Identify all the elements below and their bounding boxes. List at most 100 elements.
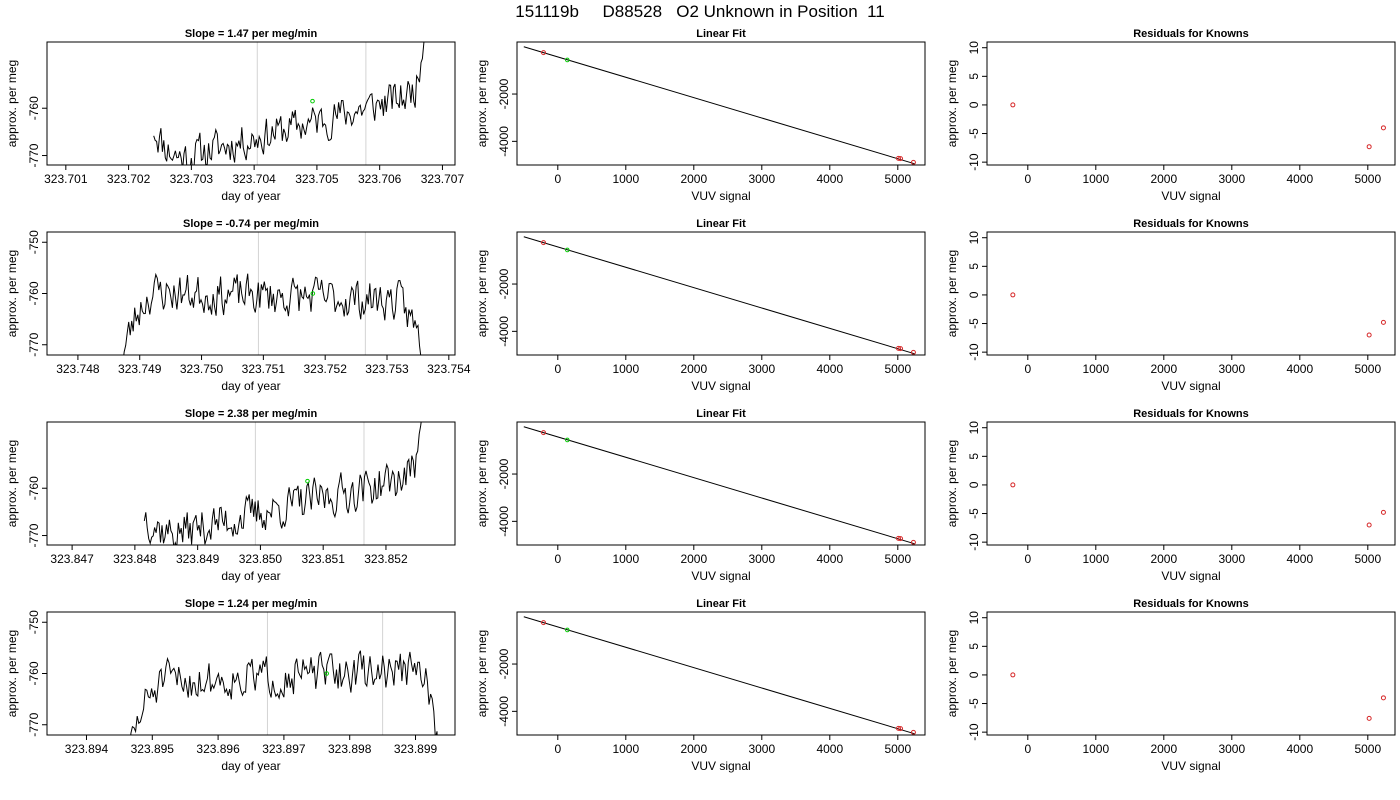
unknown-point	[565, 437, 570, 443]
known-point	[1366, 144, 1372, 150]
x-tick-label: 323.849	[176, 552, 220, 566]
panel-r2c1: Slope = -0.74 per meg/min 323.748 323.749 3…	[5, 218, 471, 393]
panel-title: Linear Fit	[696, 218, 746, 230]
x-tick-label: 0	[554, 172, 561, 186]
x-tick-label: 3000	[1218, 172, 1245, 186]
x-tick-label: 1000	[1082, 362, 1109, 376]
data-trace	[143, 422, 422, 545]
y-axis-label: approx. per meg	[475, 630, 489, 717]
plot-area	[523, 46, 916, 165]
y-tick-label: 5	[967, 73, 981, 80]
y-tick-label: -770	[27, 712, 41, 736]
x-tick-label: 4000	[816, 172, 843, 186]
panel-title: Residuals for Knowns	[1133, 218, 1249, 230]
plot-area	[143, 422, 422, 545]
panel-r1c2: Linear Fit 0 1000 2000 3000 4000 5000 -2000 -400…	[475, 28, 926, 203]
x-tick-label: 323.898	[328, 742, 372, 756]
y-tick-label: 0	[967, 101, 981, 108]
y-tick-label: 10	[967, 611, 981, 625]
y-tick-label: -2000	[497, 268, 511, 299]
y-tick-label: -5	[967, 128, 981, 139]
known-point	[1380, 695, 1386, 701]
x-tick-label: 2000	[680, 172, 707, 186]
fit-line	[523, 46, 915, 165]
x-tick-label: 5000	[1354, 362, 1381, 376]
panel-r2c2: Linear Fit 0 1000 2000 3000 4000 5000 -2000 -400…	[475, 218, 926, 393]
known-point	[895, 535, 901, 541]
known-point	[1380, 125, 1386, 131]
x-tick-label: 3000	[748, 552, 775, 566]
panel-r4c3: Residuals for Knowns 0 1000 2000 3000 4000 500…	[945, 598, 1396, 773]
x-tick-label: 323.850	[239, 552, 283, 566]
plot-frame	[516, 41, 926, 166]
x-tick-label: 0	[554, 362, 561, 376]
x-tick-label: 4000	[1286, 362, 1313, 376]
known-point	[910, 729, 916, 735]
known-point	[895, 345, 901, 351]
panel-r4c2: Linear Fit 0 1000 2000 3000 4000 5000 -2000 -400…	[475, 598, 926, 773]
x-axis-label: VUV signal	[1161, 379, 1220, 393]
x-tick-label: 5000	[884, 742, 911, 756]
y-tick-label: 10	[967, 231, 981, 245]
x-tick-label: 3000	[1218, 552, 1245, 566]
panel-title: Residuals for Knowns	[1133, 598, 1249, 610]
known-point	[895, 155, 901, 161]
y-axis-label: approx. per meg	[945, 60, 959, 147]
x-tick-label: 2000	[1150, 742, 1177, 756]
y-tick-label: -10	[967, 343, 981, 361]
x-tick-label: 0	[554, 742, 561, 756]
known-point	[541, 430, 547, 436]
x-tick-label: 323.749	[118, 362, 162, 376]
y-axis-label: approx. per meg	[5, 630, 19, 717]
y-axis-label: approx. per meg	[475, 250, 489, 337]
panel-title: Slope = 1.24 per meg/min	[185, 598, 318, 610]
x-tick-label: 1000	[612, 552, 639, 566]
x-tick-label: 5000	[884, 362, 911, 376]
y-tick-label: -750	[27, 610, 41, 634]
known-point	[541, 240, 547, 246]
plot-area	[523, 236, 916, 355]
plot-frame	[516, 231, 926, 356]
y-tick-label: -2000	[497, 648, 511, 679]
plot-frame	[986, 41, 1396, 166]
x-tick-label: 323.750	[180, 362, 224, 376]
x-tick-label: 4000	[1286, 552, 1313, 566]
panel-title: Residuals for Knowns	[1133, 408, 1249, 420]
y-tick-label: -770	[27, 332, 41, 356]
x-tick-label: 323.702	[107, 172, 151, 186]
known-point	[1366, 332, 1372, 338]
known-point	[541, 50, 547, 56]
y-tick-label: -5	[967, 508, 981, 519]
y-tick-label: -4000	[497, 506, 511, 537]
x-tick-label: 3000	[748, 172, 775, 186]
x-tick-label: 323.751	[242, 362, 286, 376]
x-tick-label: 323.851	[301, 552, 345, 566]
x-tick-label: 2000	[680, 742, 707, 756]
plot-area	[153, 42, 425, 165]
x-tick-label: 323.753	[365, 362, 409, 376]
y-tick-label: -5	[967, 318, 981, 329]
plot-area	[123, 232, 422, 355]
fit-line	[523, 236, 915, 355]
panel-title: Slope = 1.47 per meg/min	[185, 28, 318, 40]
plot-area	[523, 426, 916, 545]
x-tick-label: 323.897	[262, 742, 306, 756]
x-tick-label: 3000	[1218, 742, 1245, 756]
x-tick-label: 323.705	[295, 172, 339, 186]
plot-frame	[516, 421, 926, 546]
plot-area	[1010, 672, 1386, 721]
x-tick-label: 1000	[612, 172, 639, 186]
x-tick-label: 323.852	[364, 552, 408, 566]
y-tick-label: -760	[27, 661, 41, 685]
x-tick-label: 4000	[1286, 742, 1313, 756]
y-tick-label: -770	[27, 143, 41, 167]
x-tick-label: 323.899	[394, 742, 438, 756]
plot-area	[130, 612, 438, 735]
known-point	[910, 159, 916, 165]
known-point	[898, 346, 904, 352]
x-tick-label: 0	[1024, 742, 1031, 756]
x-axis-label: VUV signal	[691, 759, 750, 773]
known-point	[1380, 319, 1386, 325]
x-axis-label: day of year	[221, 569, 280, 583]
